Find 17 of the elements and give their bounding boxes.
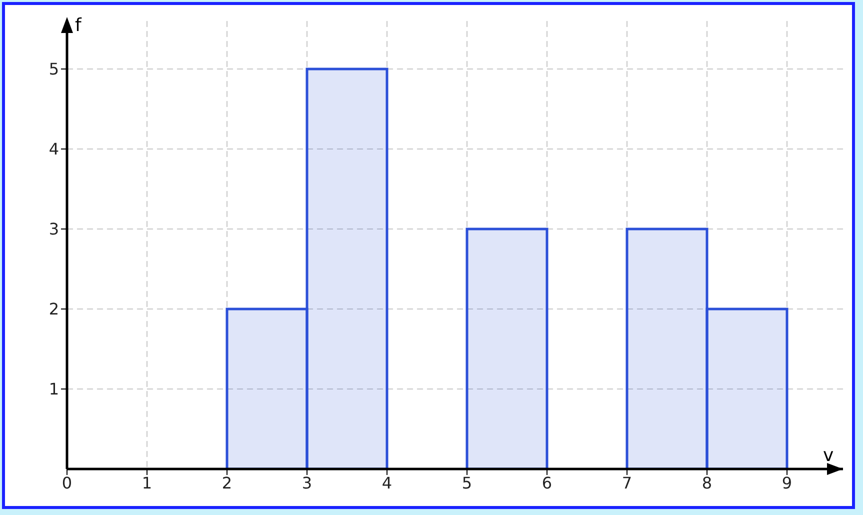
x-tick-label: 7 <box>622 473 632 492</box>
y-axis-title: f <box>75 15 82 36</box>
y-tick-label: 3 <box>48 220 59 239</box>
x-tick-label: 4 <box>382 473 392 492</box>
x-tick-label: 9 <box>782 473 792 492</box>
y-tick-label: 5 <box>48 60 59 79</box>
x-tick-label: 1 <box>142 473 152 492</box>
y-tick-label: 1 <box>48 380 59 399</box>
x-tick-label: 5 <box>462 473 472 492</box>
x-axis-title: v <box>823 445 834 466</box>
x-tick-label: 3 <box>302 473 312 492</box>
x-tick-label: 6 <box>542 473 552 492</box>
y-tick-label: 2 <box>48 300 59 319</box>
x-tick-label: 2 <box>222 473 232 492</box>
x-tick-label: 0 <box>62 473 72 492</box>
x-tick-label: 8 <box>702 473 712 492</box>
y-tick-label: 4 <box>48 140 59 159</box>
